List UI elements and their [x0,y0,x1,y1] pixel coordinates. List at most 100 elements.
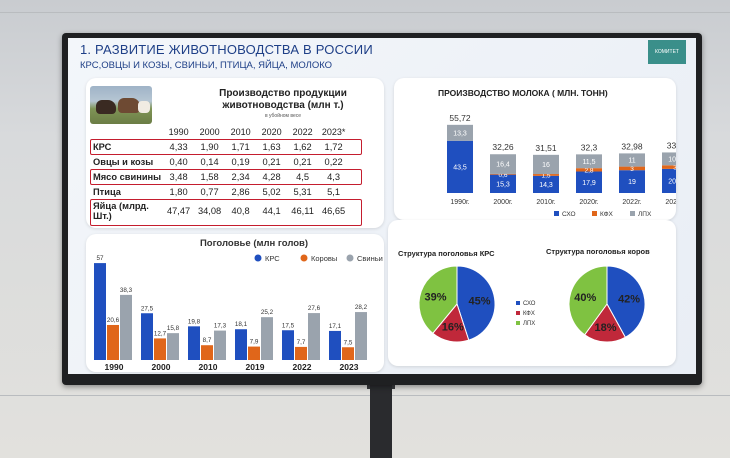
milk-bar-segment [447,124,473,141]
herd-data-label: 18,1 [235,321,248,328]
milk-legend-label: СХО [562,211,576,218]
cell: 3,48 [169,171,188,182]
milk-tick-label: 2000г. [493,199,512,206]
milk-legend-swatch [592,211,597,216]
cell: 1,63 [262,141,281,152]
pie-legend-label: ЛПХ [523,321,535,327]
pie-label: 40% [574,292,596,304]
cell: 1,80 [169,186,188,197]
milk-tick-label: 2020г. [579,199,598,206]
year-header: 2020 [261,126,282,137]
herd-tick-label: 2022 [293,362,312,372]
herd-bar [214,330,226,360]
milk-bar-segment [490,173,516,175]
cell: 0,19 [231,156,250,167]
herd-data-label: 27,5 [141,305,154,312]
herd-data-label: 17,5 [282,322,295,329]
herd-legend-dot [300,254,308,262]
herd-data-label: 7,7 [297,339,306,346]
highlight-box-krs [90,139,362,155]
pie-slice [568,265,608,336]
herd-chart-title: Поголовье (млн голов) [200,238,308,249]
milk-data-label: 11,5 [582,159,595,166]
herd-tick-label: 2023 [340,362,359,372]
milk-data-label: 3 [630,166,634,173]
herd-tick-label: 2010 [199,362,218,372]
milk-data-label: 14,3 [539,182,553,189]
milk-bar-segment [662,168,676,193]
herd-bar [94,263,106,360]
milk-data-label: 3 [673,165,676,172]
milk-bar-segment [619,153,645,167]
milk-panel [394,78,676,220]
cell: 5,1 [327,186,341,197]
pie-legend-swatch [516,321,520,325]
milk-data-label: 19 [628,179,636,186]
milk-bar-segment [576,171,602,193]
cell: 1,90 [200,141,219,152]
milk-data-label: 0,6 [498,172,507,179]
herd-legend-dot [254,254,262,262]
milk-data-label: 20,1 [668,178,676,185]
pie-charts: 45% 16% 39% СХО КФХ ЛПХ 42% 18% 40% [418,265,646,343]
pie-label: 42% [618,293,640,305]
pie-slice [456,265,496,341]
cell: 1,62 [293,141,312,152]
pie-krs-title: Структура поголовья КРС [398,249,495,258]
milk-data-label: 43,5 [453,164,467,171]
herd-bar [248,346,260,360]
production-table: 1990 2000 2010 2020 2022 2023* КРС 4,33 … [90,124,349,223]
cell: 0,21 [293,156,312,167]
row-label: Овцы и козы [93,156,154,167]
milk-bar-segment [619,166,645,171]
herd-data-label: 17,1 [329,323,342,330]
herd-chart: Поголовье (млн голов) КРС Коровы Свиньи 57 2… [94,238,383,372]
herd-data-label: 19,8 [188,318,201,325]
cell: 40,8 [231,206,250,216]
herd-data-label: 38,3 [120,287,133,294]
cell: 34,08 [197,206,222,216]
herd-data-label: 7,5 [344,339,353,346]
herd-data-label: 25,2 [261,309,274,316]
cell: 4,3 [327,171,341,182]
milk-bar-segment [662,165,676,169]
cell: 4,5 [296,171,310,182]
cell: 46,65 [321,206,346,216]
committee-logo: КОМИТЕТ [648,40,686,64]
herd-bar [141,313,153,360]
herd-bar [282,330,294,360]
pie-slice [418,265,458,334]
pie-legend-label: КФХ [523,311,535,317]
cell: 5,31 [293,186,312,197]
milk-bar-segment [447,140,473,193]
cell: 2,86 [231,186,250,197]
herd-bar [167,333,179,360]
herd-data-label: 27,6 [308,305,321,312]
table-row: КРС 4,33 1,90 1,71 1,63 1,62 1,72 [90,139,349,154]
cell: 1,72 [324,141,343,152]
milk-bar-segment [576,154,602,169]
herd-data-label: 28,2 [355,304,368,311]
slide-title: 1. РАЗВИТИЕ ЖИВОТНОВОДСТВА В РОССИИ [80,42,373,57]
cell: 0,14 [200,156,219,167]
slide: 1. РАЗВИТИЕ ЖИВОТНОВОДСТВА В РОССИИ КРС,… [68,38,696,374]
herd-bar [295,346,307,360]
cell: 2,34 [231,171,250,182]
milk-bar-segment [533,174,559,176]
milk-legend-swatch [630,211,635,216]
pie-legend-swatch [516,311,520,315]
herd-legend-dot [346,254,354,262]
milk-bar-segment [662,152,676,166]
milk-tick-label: 2022г. [622,199,641,206]
herd-bar [154,338,166,360]
milk-bar-segment [533,154,559,175]
herd-data-label: 20,6 [107,317,120,324]
herd-bar [235,329,247,360]
herd-legend-label: КРС [265,254,280,263]
herd-bar [261,317,273,360]
milk-chart-title: ПРОИЗВОДСТВО МОЛОКА ( МЛН. ТОНН) [438,88,608,98]
pie-slice [583,303,626,343]
year-header: 2010 [230,126,251,137]
milk-total-label: 33,8 [667,140,676,150]
pie-label: 45% [469,295,491,307]
